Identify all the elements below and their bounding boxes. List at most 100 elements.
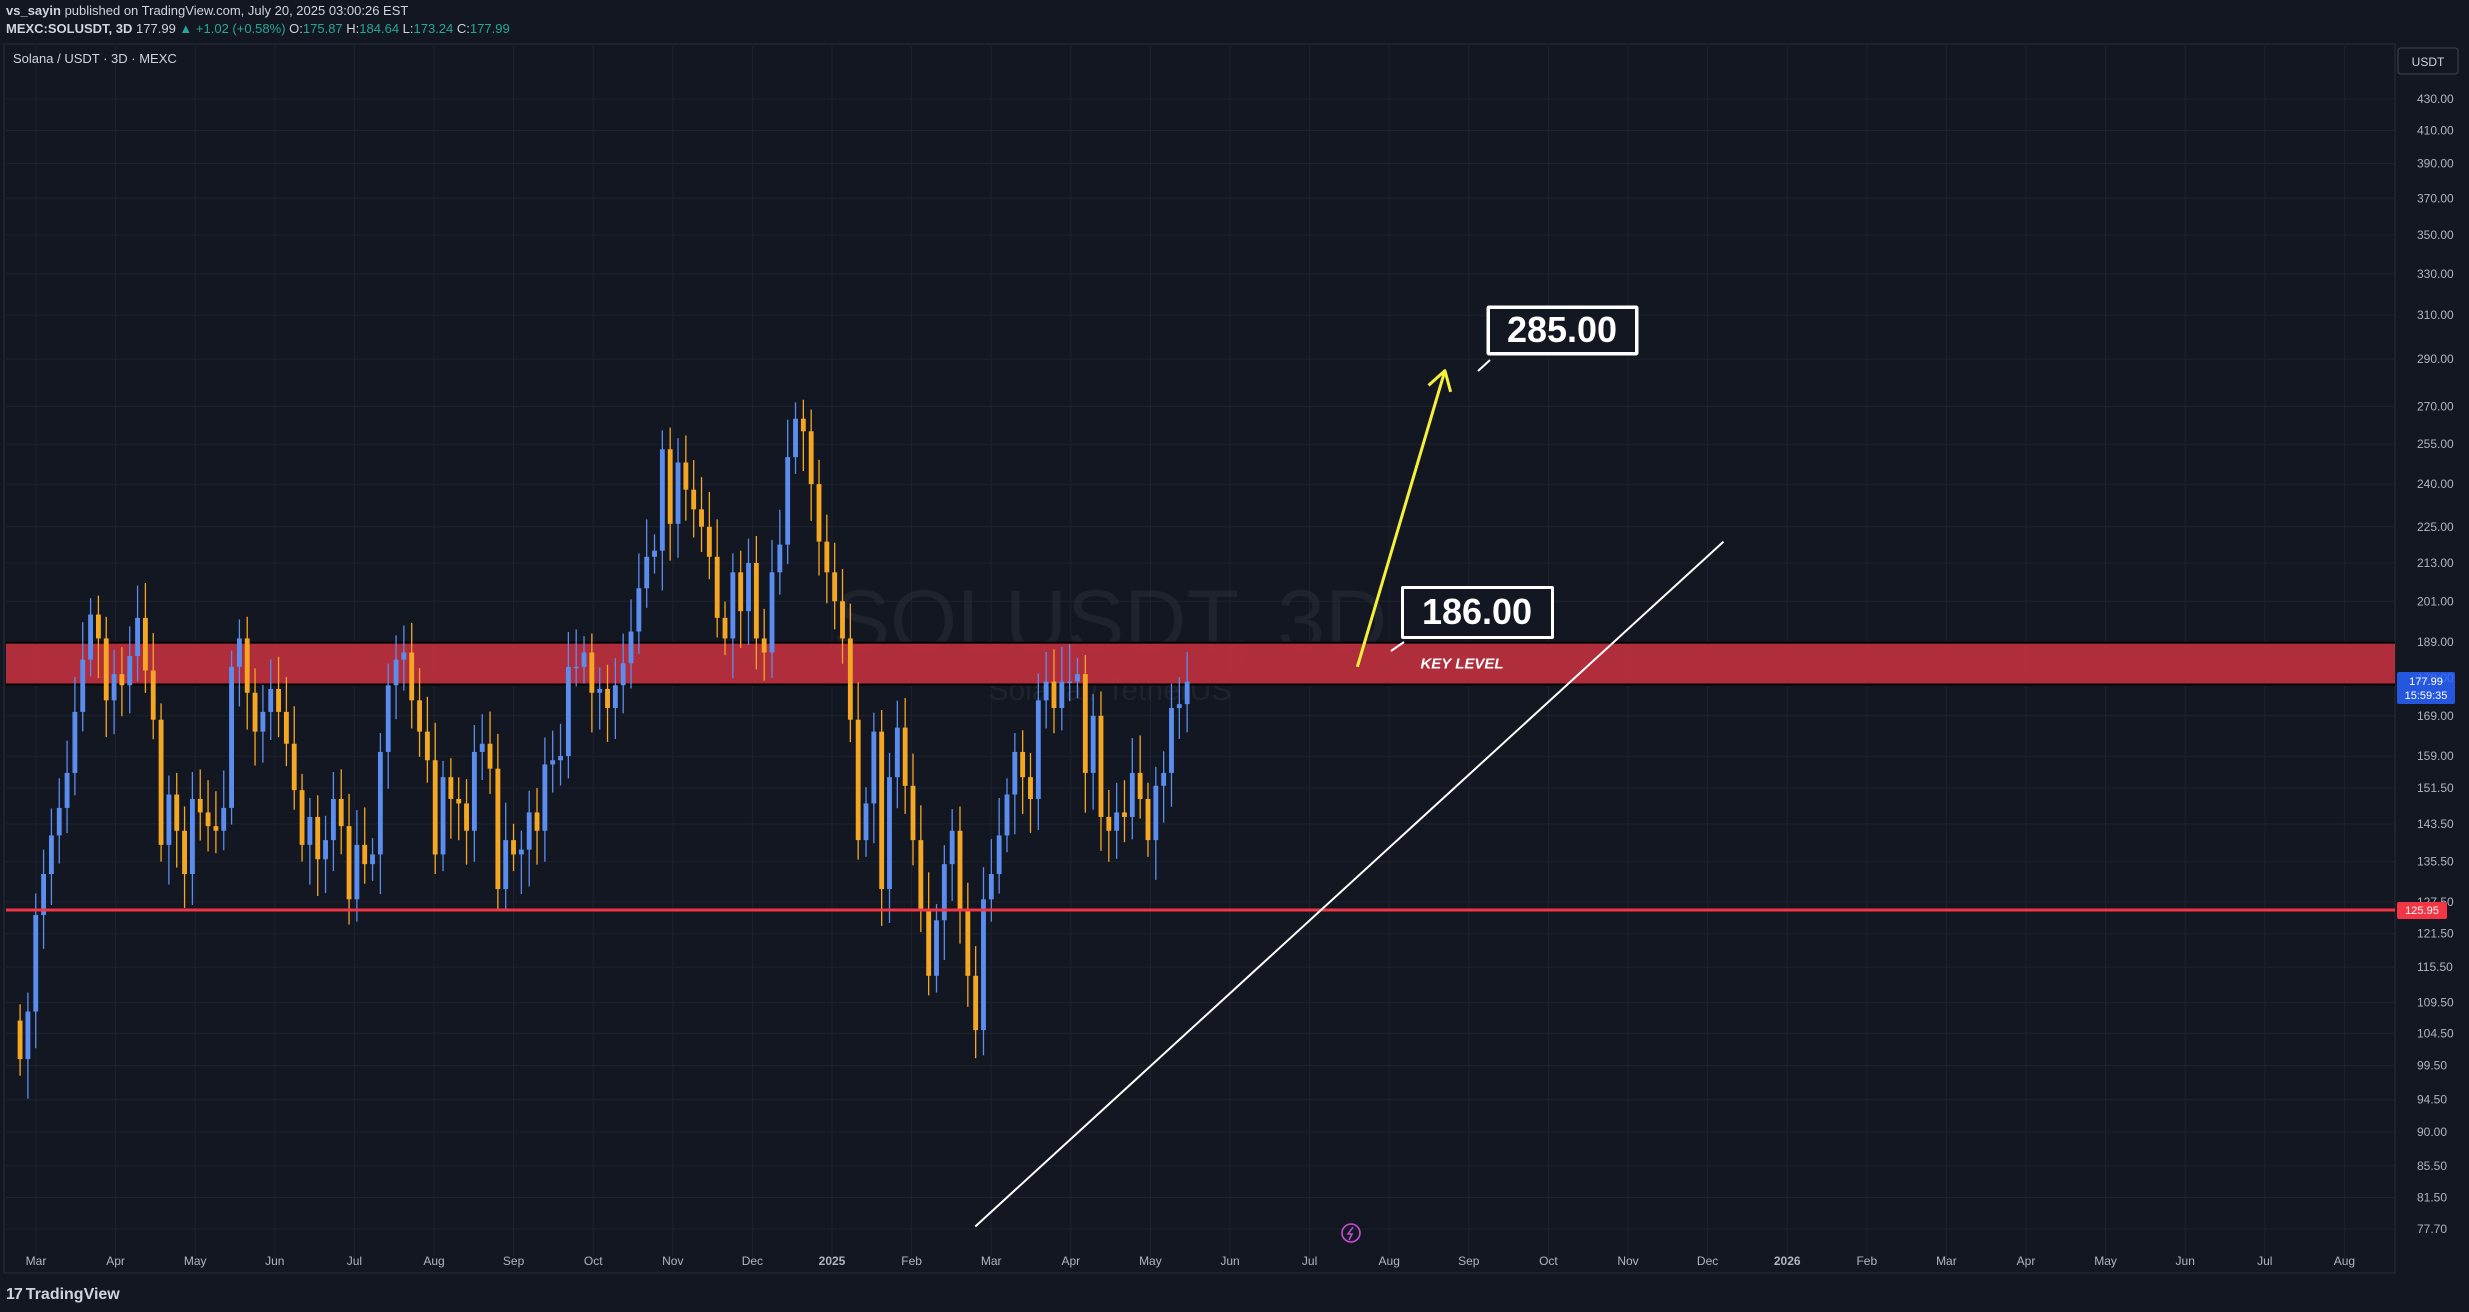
- low-value: 173.24: [413, 21, 454, 36]
- candle-body: [487, 743, 493, 769]
- breakout-price-label: 186.00: [1422, 591, 1532, 632]
- candle-body: [315, 816, 321, 860]
- candle-body: [542, 764, 548, 831]
- price-change: ▲ +1.02 (+0.58%): [179, 21, 286, 36]
- price-tick-label: 85.50: [2417, 1159, 2447, 1173]
- price-tick-label: 159.00: [2417, 749, 2454, 763]
- candle-body: [1043, 681, 1049, 701]
- candle-body: [628, 631, 634, 664]
- candle-body: [1122, 812, 1127, 817]
- price-tick-label: 390.00: [2417, 156, 2454, 170]
- time-tick-label: Dec: [742, 1254, 763, 1268]
- currency-button[interactable]: USDT: [2397, 47, 2459, 75]
- price-axis[interactable]: 430.00 410.00 390.00 370.00 350.00 330.00 310.…: [2417, 92, 2454, 1236]
- candle-body: [926, 909, 932, 976]
- candle-body: [440, 777, 446, 855]
- candle-body: [1184, 681, 1190, 705]
- candle-body: [918, 840, 924, 910]
- target-callout-pointer: [1477, 359, 1491, 372]
- candle-body: [291, 743, 297, 791]
- time-tick-label: Aug: [1379, 1254, 1400, 1268]
- candle-body: [354, 844, 360, 900]
- support-price-value: 125.95: [2405, 905, 2439, 917]
- bar-countdown: 15:59:35: [2405, 690, 2448, 702]
- candle-body: [934, 920, 939, 976]
- target-callout[interactable]: 285.00: [1477, 305, 1639, 372]
- candle-body: [268, 688, 274, 712]
- candle-body: [902, 727, 908, 786]
- candle-body: [299, 790, 305, 845]
- candle-body: [589, 652, 595, 693]
- arrow-shaft: [1355, 370, 1447, 668]
- target-arrow[interactable]: [1355, 369, 1453, 668]
- candle-body: [1082, 674, 1088, 773]
- key-level-label: KEY LEVEL: [1420, 656, 1503, 673]
- candle-body: [127, 656, 133, 686]
- currency-button-frame[interactable]: [2397, 47, 2459, 75]
- candle-body: [1075, 674, 1080, 682]
- candle-body: [973, 975, 979, 1031]
- candle-body: [683, 462, 689, 490]
- time-tick-label: Oct: [584, 1254, 603, 1268]
- candle-body: [221, 807, 227, 831]
- candle-body: [150, 670, 156, 720]
- current-price-badge: 177.99 15:59:35: [2397, 672, 2455, 704]
- time-tick-label: Feb: [1856, 1254, 1877, 1268]
- time-tick-label: Apr: [1061, 1254, 1080, 1268]
- candle-body: [346, 826, 352, 900]
- candle-body: [565, 666, 571, 757]
- price-tick-label: 99.50: [2417, 1059, 2447, 1073]
- time-tick-label: Jul: [2257, 1254, 2272, 1268]
- trend-line[interactable]: [974, 540, 1725, 1228]
- candle-body: [158, 719, 164, 845]
- symbol-label: MEXC:SOLUSDT, 3D: [6, 21, 133, 36]
- price-tick-label: 169.00: [2417, 709, 2454, 723]
- candle-body: [385, 685, 391, 752]
- candle-body: [988, 874, 994, 900]
- candle-body: [370, 854, 375, 865]
- candle-body: [393, 659, 399, 686]
- breakout-callout[interactable]: 186.00: [1390, 586, 1554, 652]
- target-callout-box: [1490, 309, 1635, 352]
- candle-body: [1067, 681, 1073, 684]
- lightning-icon[interactable]: [1341, 1223, 1361, 1243]
- close-value: 177.99: [469, 21, 510, 36]
- price-tick-label: 270.00: [2417, 399, 2454, 413]
- candle-body: [879, 731, 885, 890]
- time-tick-label: Jul: [347, 1254, 362, 1268]
- candle-body: [558, 756, 563, 761]
- chart-event-icon[interactable]: [1341, 1223, 1361, 1243]
- support-price-badge: 125.95: [2397, 901, 2447, 919]
- time-tick-label: Jun: [2176, 1254, 2195, 1268]
- time-tick-label: Apr: [106, 1254, 125, 1268]
- price-tick-label: 255.00: [2417, 437, 2454, 451]
- key-level-zone[interactable]: [6, 642, 2395, 685]
- candle-body: [800, 418, 806, 432]
- candle-body: [941, 864, 947, 921]
- candle-body: [573, 666, 579, 669]
- candle-body: [479, 743, 485, 752]
- price-chart[interactable]: SOLUSDT, 3D Solana / TetherUS KEY LEVEL …: [0, 0, 2469, 1274]
- chart-header: vs_sayin published on TradingView.com, J…: [0, 0, 2469, 42]
- candle-body: [605, 688, 610, 709]
- time-tick-label: Sep: [1458, 1254, 1480, 1268]
- candle-body: [526, 812, 532, 850]
- time-tick-label: Jun: [265, 1254, 284, 1268]
- candle-body: [283, 711, 289, 744]
- currency-button-label[interactable]: USDT: [2412, 55, 2445, 69]
- candle-body: [518, 849, 524, 855]
- support-price-badge-bg: [2397, 901, 2447, 919]
- candle-body: [785, 457, 791, 545]
- candle-body: [612, 685, 618, 709]
- time-axis[interactable]: Mar Apr May Jun Jul Aug Sep Oct Nov Dec 2025 Feb Mar…: [26, 1254, 2355, 1268]
- time-tick-label: Nov: [662, 1254, 683, 1268]
- candle-body: [699, 509, 704, 527]
- candle-body: [236, 638, 242, 667]
- candle-body: [338, 798, 344, 827]
- candle-body: [166, 794, 172, 845]
- time-tick-label: Mar: [26, 1254, 47, 1268]
- price-tick-label: 213.00: [2417, 556, 2454, 570]
- tradingview-logo[interactable]: 17 TradingView: [6, 1286, 120, 1304]
- candle-body: [706, 526, 712, 557]
- author-name[interactable]: vs_sayin: [6, 3, 61, 18]
